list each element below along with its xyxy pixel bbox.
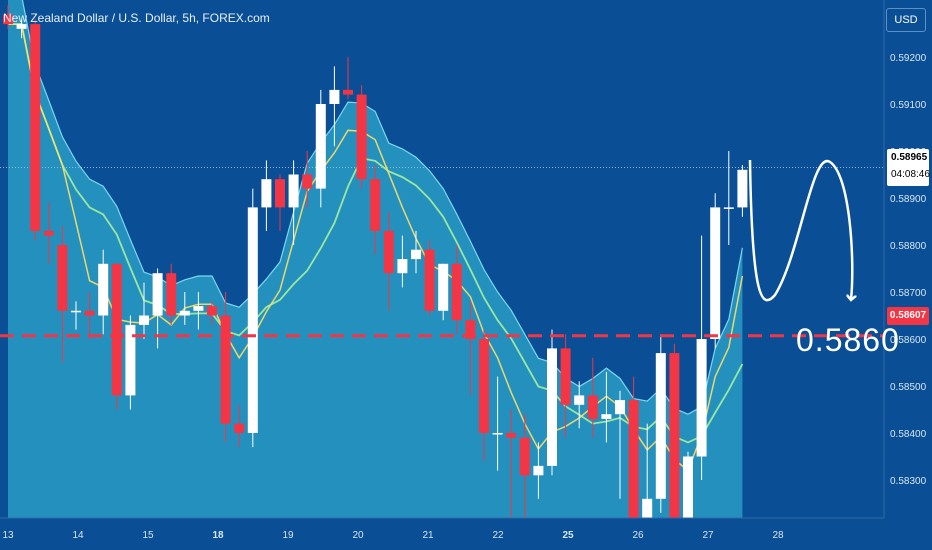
candle-body — [492, 433, 503, 435]
candle-body — [356, 94, 367, 180]
candle-body — [560, 348, 571, 405]
candle-body — [247, 207, 258, 433]
time-tick-label: 26 — [632, 530, 644, 541]
candle-body — [615, 400, 625, 415]
time-tick-label: 18 — [212, 530, 224, 541]
candle-body — [152, 273, 163, 316]
candle-body — [574, 395, 585, 405]
countdown-label: 04:08:46 — [891, 169, 930, 180]
time-tick-label: 19 — [282, 530, 294, 541]
projection-arrow — [748, 159, 852, 300]
candle-body — [84, 310, 95, 316]
candle-body — [696, 339, 707, 457]
time-tick-label: 15 — [142, 530, 154, 541]
price-tick-label: 0.59100 — [890, 100, 927, 111]
candle-body — [737, 169, 748, 208]
price-axis-background — [884, 0, 932, 550]
time-tick-label: 22 — [492, 530, 504, 541]
candle-body — [383, 230, 394, 274]
candle-body — [125, 324, 136, 396]
candle-body — [275, 179, 285, 208]
price-tick-label: 0.58400 — [890, 429, 927, 440]
candle-body — [533, 465, 544, 476]
candle-body — [43, 230, 54, 236]
candle-body — [547, 348, 557, 466]
candle-body — [261, 179, 272, 208]
candle-body — [451, 263, 462, 321]
candle-body — [397, 259, 408, 274]
candle-body — [506, 433, 517, 438]
candle-body — [302, 174, 313, 189]
candle-body — [16, 24, 27, 29]
price-tick-label: 0.58500 — [890, 382, 927, 393]
chart-title: New Zealand Dollar / U.S. Dollar, 5h, FO… — [3, 11, 270, 25]
candle-body — [655, 353, 666, 499]
time-tick-label: 27 — [702, 530, 714, 541]
ma-band-area — [8, 0, 743, 518]
candle-body — [220, 315, 231, 424]
candle-body — [479, 339, 489, 433]
time-tick-label: 21 — [422, 530, 434, 541]
candle-body — [642, 498, 653, 518]
current-price-box: 0.58965 04:08:46 — [887, 149, 930, 186]
time-tick-label: 13 — [2, 530, 14, 541]
candle-body — [179, 310, 190, 316]
candle-body — [71, 310, 81, 313]
time-tick-label: 20 — [352, 530, 364, 541]
price-tick-label: 0.58800 — [890, 241, 927, 252]
candle-body — [723, 207, 734, 209]
candle-body — [234, 423, 245, 433]
candle-body — [166, 273, 177, 316]
candle-body — [710, 207, 721, 339]
target-level-label: 0.5860 — [796, 322, 900, 358]
price-tick-label: 0.58300 — [890, 476, 927, 487]
time-axis-background — [0, 518, 932, 550]
level-price-tag: 0.58607 — [887, 307, 929, 325]
candle-body — [519, 437, 530, 476]
price-tick-label: 0.58900 — [890, 194, 927, 205]
candle-body — [57, 245, 68, 311]
candle-body — [288, 174, 299, 208]
candle-body — [193, 306, 204, 311]
time-tick-label: 25 — [562, 530, 574, 541]
candle-body — [111, 263, 122, 396]
candle-body — [98, 263, 109, 316]
candle-body — [30, 24, 41, 231]
candle-body — [3, 14, 13, 25]
candle-body — [628, 400, 639, 518]
candle-body — [683, 456, 693, 527]
candle-body — [370, 179, 381, 231]
time-tick-label: 28 — [772, 530, 784, 541]
candle-body — [139, 315, 149, 325]
price-tick-label: 0.58600 — [890, 335, 927, 346]
time-tick-label: 14 — [72, 530, 84, 541]
currency-button[interactable]: USD — [886, 8, 926, 32]
ma-band-edge — [21, 0, 743, 415]
candle-body — [329, 89, 340, 104]
candle-body — [343, 89, 353, 95]
price-tick-label: 0.58700 — [890, 288, 927, 299]
candle-body — [207, 306, 217, 316]
candle-body — [465, 320, 476, 339]
candle-body — [669, 353, 680, 527]
candle-body — [438, 263, 449, 311]
current-price-label: 0.58965 — [891, 152, 928, 163]
candle-body — [411, 249, 421, 260]
price-tick-label: 0.59200 — [890, 53, 927, 64]
candle-body — [587, 395, 598, 419]
candle-body — [424, 249, 435, 311]
candle-body — [601, 414, 612, 419]
candle-body — [315, 104, 326, 189]
